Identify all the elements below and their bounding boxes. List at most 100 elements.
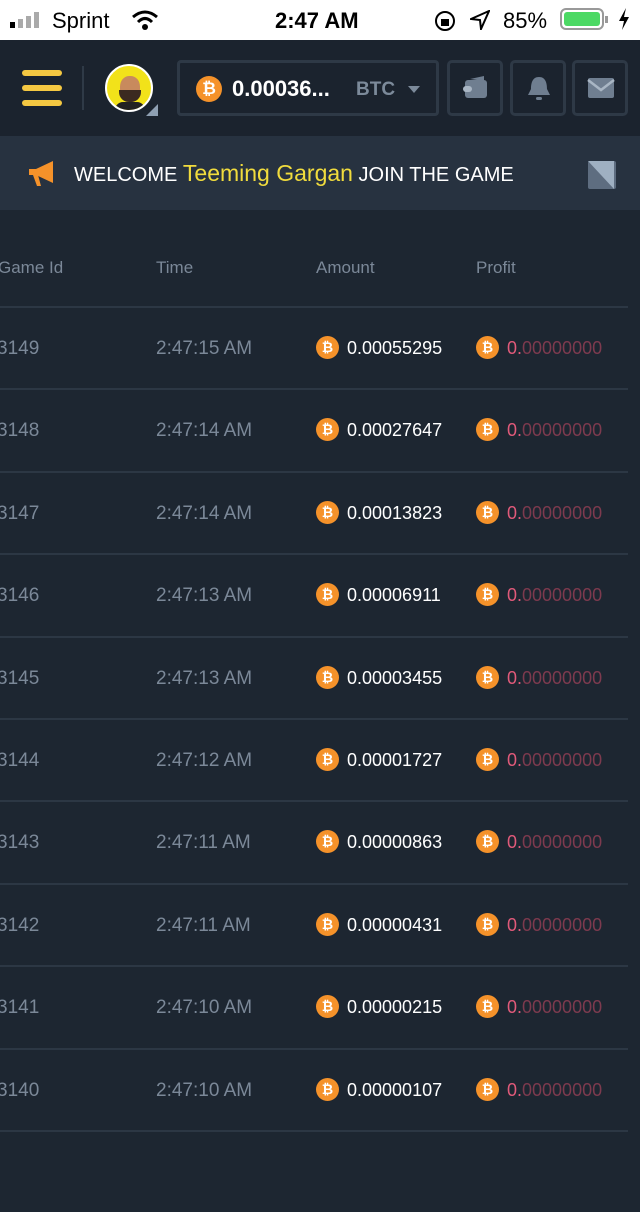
bitcoin-icon: ₿ [316, 583, 339, 607]
table-row[interactable]: 3145 2:47:13 AM ₿ 0.00003455 ₿ 0.0000000… [0, 635, 628, 718]
rotation-lock-icon [434, 10, 456, 38]
game-profit: 0.00000000 [507, 338, 602, 359]
game-time: 2:47:11 AM [156, 832, 251, 854]
wallet-button[interactable] [447, 60, 503, 116]
profit-integer: 0. [507, 667, 523, 688]
col-amount: Amount [316, 258, 375, 277]
game-id: 3146 [0, 585, 40, 607]
profit-integer: 0. [507, 338, 523, 358]
game-amount: 0.00000107 [347, 1079, 443, 1100]
welcome-prefix: WELCOME [74, 164, 178, 186]
game-amount: 0.00000431 [347, 914, 443, 935]
profit-decimals: 00000000 [522, 750, 603, 770]
profit-decimals: 00000000 [522, 667, 603, 688]
game-id: 3144 [0, 750, 40, 771]
game-id: 3148 [0, 420, 40, 442]
bitcoin-icon: ₿ [476, 336, 499, 359]
game-profit: 0.00000000 [507, 503, 602, 524]
menu-icon[interactable] [22, 70, 62, 106]
game-id: 3141 [0, 997, 40, 1019]
game-amount: 0.00001727 [347, 750, 443, 770]
game-id: 3143 [0, 832, 40, 854]
profit-decimals: 00000000 [522, 1079, 603, 1100]
profit-integer: 0. [507, 420, 523, 441]
profit-integer: 0. [507, 750, 523, 770]
balance-value: 0.00036... [232, 76, 330, 101]
megaphone-icon [29, 161, 53, 186]
profit-integer: 0. [507, 502, 523, 523]
carrier: Sprint [52, 8, 110, 33]
game-time: 2:47:10 AM [156, 997, 253, 1019]
table-row[interactable]: 3148 2:47:14 AM ₿ 0.00027647 ₿ 0.0000000… [0, 388, 628, 470]
mail-icon [587, 78, 615, 98]
divider [82, 66, 84, 110]
bitcoin-icon: ₿ [476, 912, 499, 936]
game-amount: 0.00027647 [347, 420, 443, 441]
avatar-dropdown-icon [146, 104, 158, 116]
game-time: 2:47:11 AM [156, 914, 251, 936]
profit-integer: 0. [507, 914, 523, 935]
bitcoin-icon: ₿ [476, 748, 499, 771]
table-row[interactable]: 3144 2:47:12 AM ₿ 0.00001727 ₿ 0.0000000… [0, 718, 628, 800]
battery-percent: 85% [503, 8, 548, 33]
game-profit: 0.00000000 [507, 832, 602, 853]
profit-decimals: 00000000 [522, 420, 603, 441]
game-profit: 0.00000000 [507, 420, 602, 441]
game-profit: 0.00000000 [507, 997, 602, 1018]
bitcoin-icon: ₿ [476, 665, 499, 689]
game-time: 2:47:14 AM [156, 502, 253, 524]
profit-decimals: 00000000 [522, 338, 603, 358]
divider [0, 1130, 628, 1212]
bitcoin-icon: ₿ [476, 418, 499, 442]
location-icon [467, 9, 491, 36]
table-row[interactable]: 3149 2:47:15 AM ₿ 0.00055295 ₿ 0.0000000… [0, 306, 628, 388]
welcome-message: WELCOME Teeming Gargan JOIN THE GAME [74, 160, 514, 187]
col-profit: Profit [476, 258, 516, 277]
bitcoin-icon: ₿ [196, 76, 222, 102]
game-profit: 0.00000000 [507, 585, 602, 606]
messages-button[interactable] [572, 60, 628, 116]
game-profit: 0.00000000 [507, 668, 602, 689]
table-row[interactable]: 3143 2:47:11 AM ₿ 0.00000863 ₿ 0.0000000… [0, 800, 628, 882]
bitcoin-icon: ₿ [316, 1077, 339, 1101]
profit-integer: 0. [507, 585, 523, 606]
clock: 2:47 AM [275, 8, 359, 33]
game-amount: 0.00003455 [347, 667, 443, 688]
game-amount: 0.00013823 [347, 502, 443, 523]
table-row[interactable]: 3140 2:47:10 AM ₿ 0.00000107 ₿ 0.0000000… [0, 1047, 628, 1130]
welcome-banner: WELCOME Teeming Gargan JOIN THE GAME [0, 136, 640, 210]
close-banner-icon[interactable] [588, 161, 618, 191]
table-row[interactable]: 3141 2:47:10 AM ₿ 0.00000215 ₿ 0.0000000… [0, 965, 628, 1047]
col-game-id: Game Id [0, 258, 64, 277]
profit-decimals: 00000000 [522, 914, 603, 935]
table-row[interactable]: 3146 2:47:13 AM ₿ 0.00006911 ₿ 0.0000000… [0, 553, 628, 635]
bell-icon [528, 77, 550, 100]
game-time: 2:47:13 AM [156, 667, 253, 689]
profit-decimals: 00000000 [522, 585, 603, 606]
col-time: Time [156, 258, 194, 277]
table-row[interactable]: 3142 2:47:11 AM ₿ 0.00000431 ₿ 0.0000000… [0, 882, 628, 965]
profit-decimals: 00000000 [522, 502, 603, 523]
game-amount: 0.00000863 [347, 832, 443, 853]
charging-icon [618, 8, 630, 36]
wifi-icon [132, 10, 158, 36]
bitcoin-icon: ₿ [476, 995, 499, 1019]
player-name: Teeming Gargan [182, 160, 353, 186]
wallet-icon [463, 76, 487, 98]
game-id: 3142 [0, 914, 40, 936]
table-row[interactable]: 3147 2:47:14 AM ₿ 0.00013823 ₿ 0.0000000… [0, 470, 628, 553]
game-time: 2:47:15 AM [156, 338, 253, 359]
balance-selector[interactable]: ₿ 0.00036... BTC [177, 60, 439, 116]
avatar[interactable] [105, 64, 153, 112]
game-profit: 0.00000000 [507, 750, 602, 771]
game-id: 3140 [0, 1079, 40, 1101]
game-time: 2:47:12 AM [156, 750, 253, 771]
game-id: 3149 [0, 338, 40, 359]
game-profit: 0.00000000 [507, 1080, 602, 1101]
status-bar: Sprint 2:47 AM 85% [0, 0, 640, 40]
notifications-button[interactable] [510, 60, 566, 116]
game-amount: 0.00006911 [347, 585, 441, 606]
signal-icon [10, 12, 46, 28]
game-amount: 0.00055295 [347, 338, 443, 358]
game-time: 2:47:14 AM [156, 420, 253, 442]
